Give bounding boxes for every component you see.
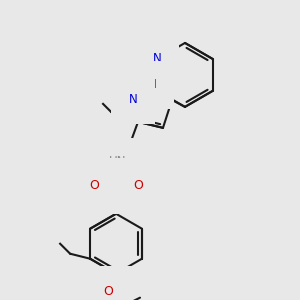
- Text: O: O: [89, 179, 99, 192]
- Text: N: N: [129, 93, 137, 106]
- Text: methyl: methyl: [109, 115, 114, 116]
- Text: O: O: [133, 179, 143, 192]
- Text: S: S: [112, 179, 120, 193]
- Text: N: N: [153, 52, 162, 65]
- Text: N: N: [148, 78, 156, 92]
- Text: O: O: [103, 285, 113, 298]
- Text: HN: HN: [109, 155, 127, 168]
